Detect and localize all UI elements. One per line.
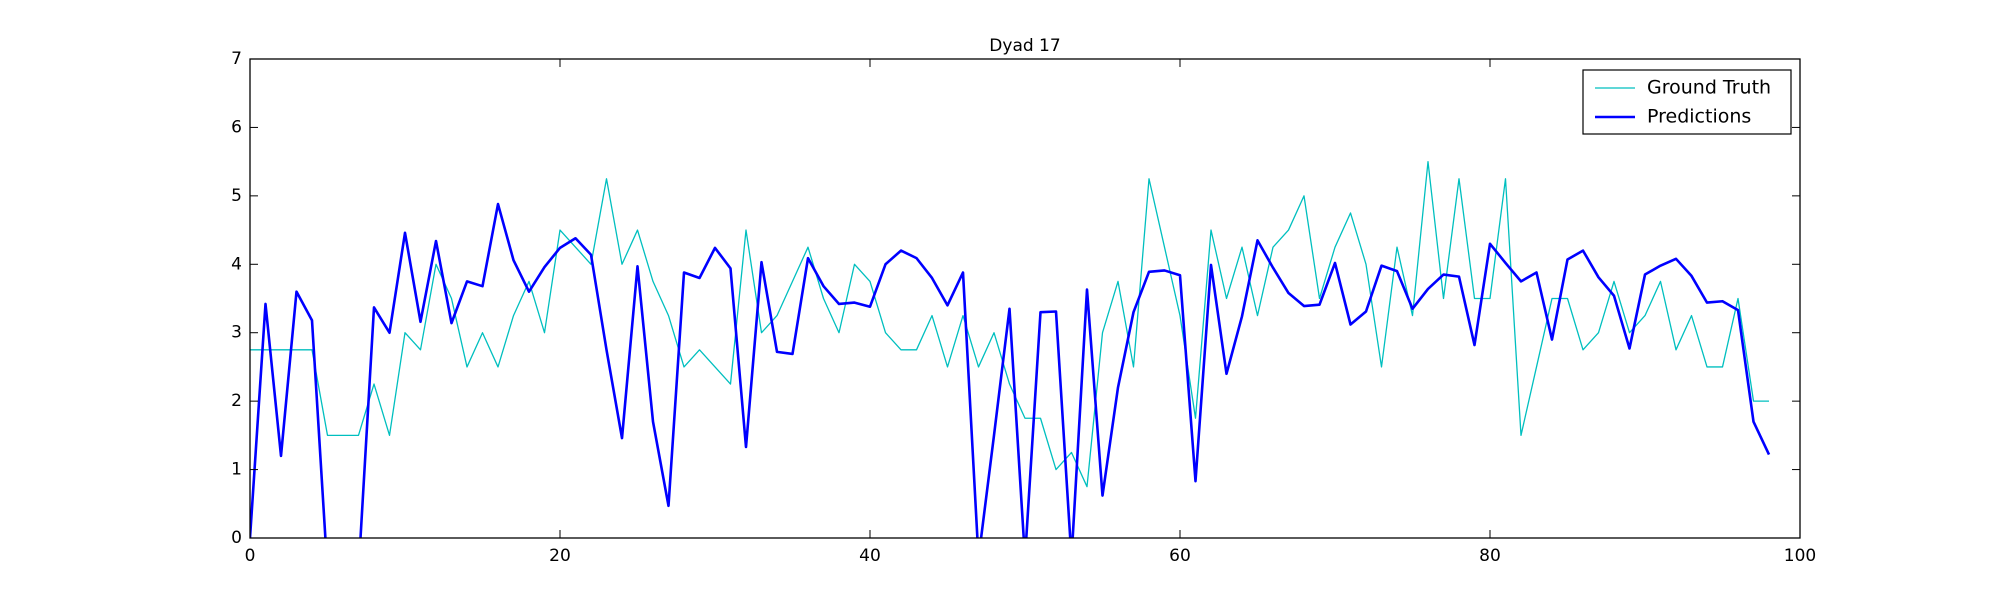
legend-label: Predictions: [1647, 106, 1751, 128]
x-tick-label: 0: [245, 546, 256, 566]
y-tick-label: 3: [231, 323, 242, 343]
y-tick-label: 4: [231, 254, 242, 274]
legend-box: [1582, 69, 1792, 135]
y-tick-label: 7: [231, 49, 242, 69]
x-tick-label: 40: [859, 546, 881, 566]
data-line: [250, 202, 1771, 538]
x-tick-label: 60: [1169, 546, 1191, 566]
chart-title: Dyad 17: [989, 36, 1060, 56]
y-tick-label: 2: [231, 391, 242, 411]
y-tick-label: 6: [231, 117, 242, 137]
x-tick-label: 20: [549, 546, 571, 566]
y-tick-label: 0: [231, 528, 242, 548]
x-tick-label: 100: [1784, 546, 1816, 566]
plot-area: [250, 160, 1771, 538]
y-tick-label: 5: [231, 186, 242, 206]
y-tick-label: 1: [231, 460, 242, 480]
legend-label: Ground Truth: [1647, 77, 1771, 99]
axes-frame: [249, 58, 1801, 539]
x-tick-label: 80: [1479, 546, 1501, 566]
data-line: [250, 160, 1769, 488]
